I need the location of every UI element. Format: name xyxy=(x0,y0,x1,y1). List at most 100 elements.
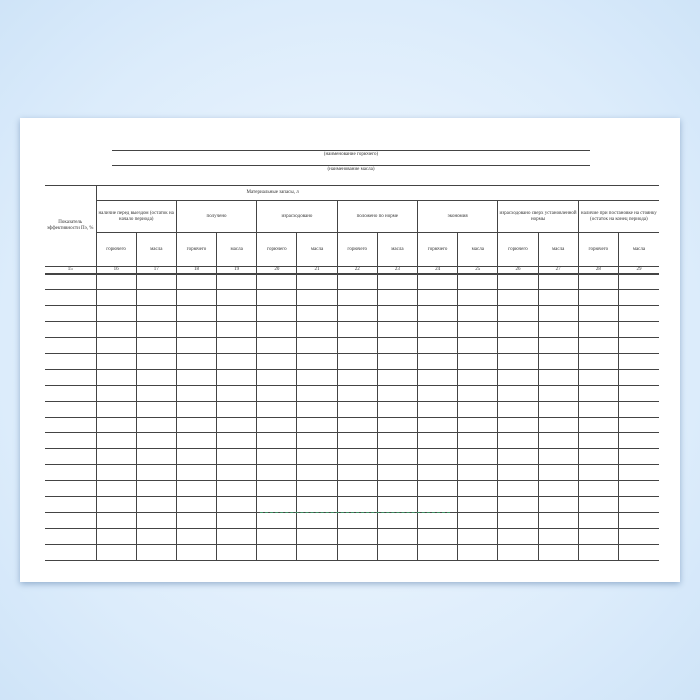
empty-cell[interactable] xyxy=(537,432,579,450)
empty-cell[interactable] xyxy=(296,480,338,497)
empty-cell[interactable] xyxy=(296,495,338,513)
empty-cell[interactable] xyxy=(135,368,177,386)
empty-cell[interactable] xyxy=(537,321,579,339)
empty-cell[interactable] xyxy=(376,527,419,545)
empty-cell[interactable] xyxy=(617,432,659,450)
empty-cell[interactable] xyxy=(135,321,177,339)
empty-cell[interactable] xyxy=(45,448,97,466)
empty-cell[interactable] xyxy=(416,400,459,418)
empty-cell[interactable] xyxy=(416,321,459,339)
empty-cell[interactable] xyxy=(95,273,137,291)
empty-cell[interactable] xyxy=(256,527,298,545)
empty-cell[interactable] xyxy=(336,368,378,386)
empty-cell[interactable] xyxy=(457,448,499,466)
empty-cell[interactable] xyxy=(296,464,338,482)
empty-cell[interactable] xyxy=(95,416,137,434)
empty-cell[interactable] xyxy=(376,352,419,370)
empty-cell[interactable] xyxy=(175,511,218,529)
empty-cell[interactable] xyxy=(95,400,137,418)
empty-cell[interactable] xyxy=(376,384,419,402)
empty-cell[interactable] xyxy=(175,480,218,497)
empty-cell[interactable] xyxy=(376,464,419,482)
empty-cell[interactable] xyxy=(416,495,459,513)
empty-cell[interactable] xyxy=(537,352,579,370)
empty-cell[interactable] xyxy=(457,495,499,513)
empty-cell[interactable] xyxy=(497,448,539,466)
empty-cell[interactable] xyxy=(537,480,579,497)
empty-cell[interactable] xyxy=(135,400,177,418)
empty-cell[interactable] xyxy=(336,464,378,482)
empty-cell[interactable] xyxy=(256,432,298,450)
empty-cell[interactable] xyxy=(457,305,499,323)
empty-cell[interactable] xyxy=(537,400,579,418)
empty-cell[interactable] xyxy=(216,432,258,450)
empty-cell[interactable] xyxy=(175,543,218,561)
empty-cell[interactable] xyxy=(416,305,459,323)
empty-cell[interactable] xyxy=(45,464,97,482)
empty-cell[interactable] xyxy=(135,543,177,561)
empty-cell[interactable] xyxy=(296,368,338,386)
empty-cell[interactable] xyxy=(577,337,619,354)
empty-cell[interactable] xyxy=(296,400,338,418)
empty-cell[interactable] xyxy=(175,448,218,466)
empty-cell[interactable] xyxy=(577,511,619,529)
empty-cell[interactable] xyxy=(296,511,338,529)
empty-cell[interactable] xyxy=(256,480,298,497)
empty-cell[interactable] xyxy=(416,416,459,434)
empty-cell[interactable] xyxy=(336,495,378,513)
empty-cell[interactable] xyxy=(45,321,97,339)
empty-cell[interactable] xyxy=(216,305,258,323)
empty-cell[interactable] xyxy=(617,337,659,354)
empty-cell[interactable] xyxy=(537,337,579,354)
empty-cell[interactable] xyxy=(497,305,539,323)
empty-cell[interactable] xyxy=(135,305,177,323)
empty-cell[interactable] xyxy=(617,480,659,497)
empty-cell[interactable] xyxy=(216,400,258,418)
empty-cell[interactable] xyxy=(577,368,619,386)
empty-cell[interactable] xyxy=(45,305,97,323)
empty-cell[interactable] xyxy=(497,511,539,529)
empty-cell[interactable] xyxy=(95,368,137,386)
empty-cell[interactable] xyxy=(617,289,659,307)
empty-cell[interactable] xyxy=(457,464,499,482)
empty-cell[interactable] xyxy=(416,448,459,466)
empty-cell[interactable] xyxy=(497,416,539,434)
empty-cell[interactable] xyxy=(537,495,579,513)
empty-cell[interactable] xyxy=(95,448,137,466)
empty-cell[interactable] xyxy=(135,416,177,434)
empty-cell[interactable] xyxy=(376,400,419,418)
empty-cell[interactable] xyxy=(45,337,97,354)
empty-cell[interactable] xyxy=(416,480,459,497)
empty-cell[interactable] xyxy=(577,495,619,513)
empty-cell[interactable] xyxy=(376,480,419,497)
empty-cell[interactable] xyxy=(45,543,97,561)
empty-cell[interactable] xyxy=(376,305,419,323)
empty-cell[interactable] xyxy=(537,464,579,482)
empty-cell[interactable] xyxy=(497,273,539,291)
empty-cell[interactable] xyxy=(617,305,659,323)
empty-cell[interactable] xyxy=(457,321,499,339)
empty-cell[interactable] xyxy=(256,289,298,307)
empty-cell[interactable] xyxy=(416,289,459,307)
empty-cell[interactable] xyxy=(537,416,579,434)
empty-cell[interactable] xyxy=(336,543,378,561)
empty-cell[interactable] xyxy=(256,416,298,434)
empty-cell[interactable] xyxy=(457,432,499,450)
empty-cell[interactable] xyxy=(256,543,298,561)
empty-cell[interactable] xyxy=(216,448,258,466)
empty-cell[interactable] xyxy=(577,416,619,434)
empty-cell[interactable] xyxy=(416,464,459,482)
empty-cell[interactable] xyxy=(296,273,338,291)
empty-cell[interactable] xyxy=(45,368,97,386)
empty-cell[interactable] xyxy=(497,527,539,545)
empty-cell[interactable] xyxy=(577,273,619,291)
empty-cell[interactable] xyxy=(537,511,579,529)
empty-cell[interactable] xyxy=(135,527,177,545)
empty-cell[interactable] xyxy=(497,384,539,402)
empty-cell[interactable] xyxy=(216,273,258,291)
empty-cell[interactable] xyxy=(175,368,218,386)
empty-cell[interactable] xyxy=(175,305,218,323)
empty-cell[interactable] xyxy=(296,432,338,450)
empty-cell[interactable] xyxy=(216,289,258,307)
empty-cell[interactable] xyxy=(617,273,659,291)
